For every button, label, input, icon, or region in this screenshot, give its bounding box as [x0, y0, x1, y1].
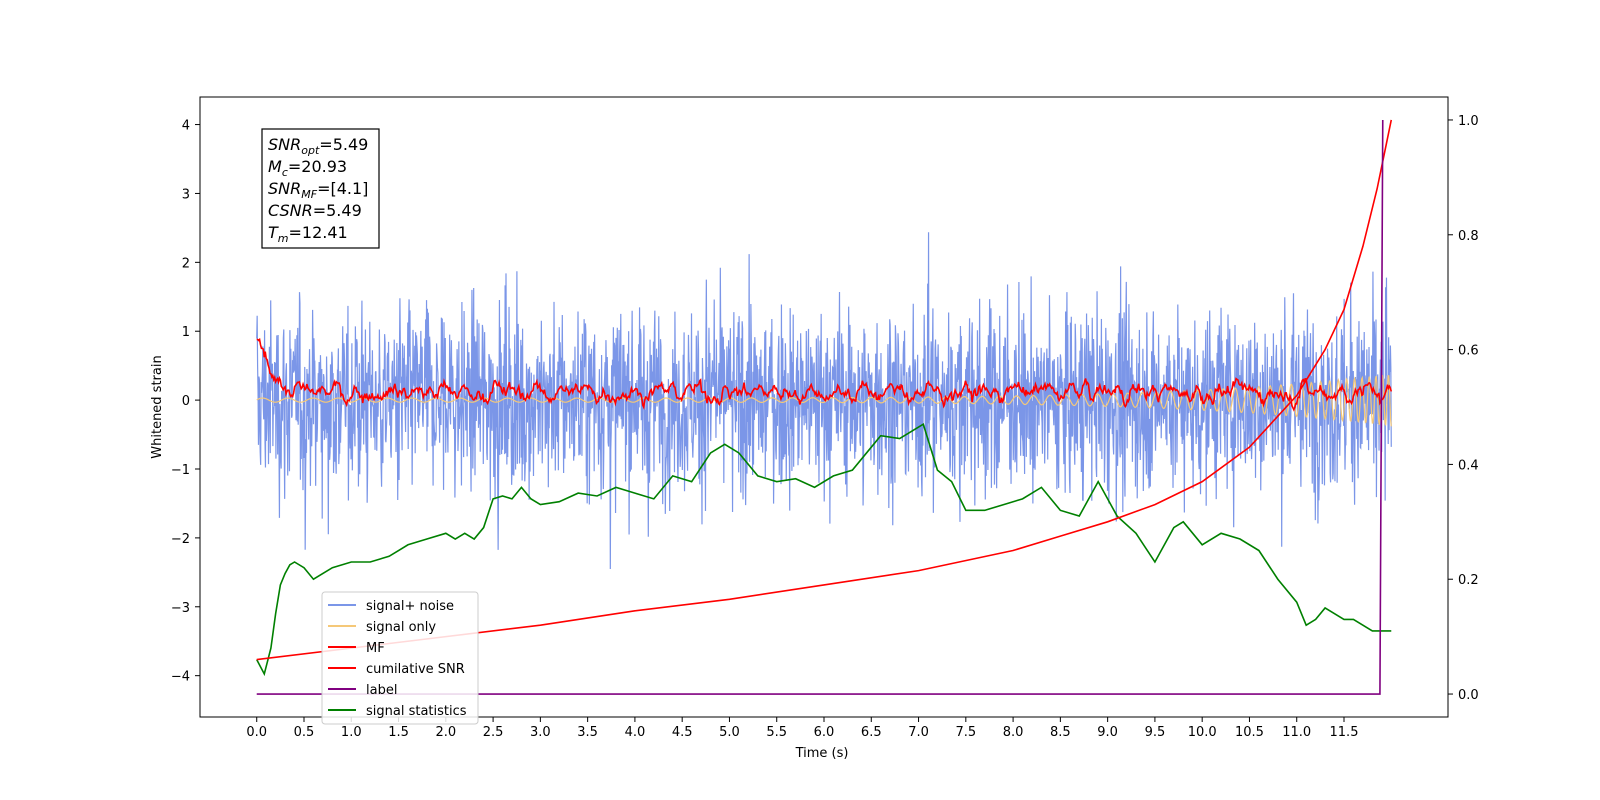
x-tick-label: 4.0 — [625, 725, 646, 740]
legend-entry-label: signal statistics — [366, 704, 467, 719]
x-tick-label: 1.5 — [388, 725, 409, 740]
x-tick-label: 9.0 — [1097, 725, 1118, 740]
x-tick-label: 10.5 — [1235, 725, 1264, 740]
y-tick-label: −2 — [171, 532, 190, 547]
x-tick-label: 7.0 — [908, 725, 929, 740]
x-tick-label: 0.5 — [294, 725, 315, 740]
y2-tick-label: 0.0 — [1458, 688, 1479, 703]
legend-entry-label: signal+ noise — [366, 599, 454, 614]
x-tick-label: 5.0 — [719, 725, 740, 740]
x-tick-label: 3.0 — [530, 725, 551, 740]
info-box-line: SNRopt=5.49 — [268, 135, 368, 157]
y-tick-label: −1 — [171, 463, 190, 478]
legend-entry-label: label — [366, 683, 397, 698]
x-tick-label: 6.0 — [814, 725, 835, 740]
y-tick-label: 2 — [182, 256, 190, 271]
series-signal-only-line — [256, 374, 1392, 427]
x-tick-label: 9.5 — [1145, 725, 1166, 740]
x-tick-label: 7.5 — [955, 725, 976, 740]
x-tick-label: 2.0 — [435, 725, 456, 740]
series-layer — [256, 119, 1393, 695]
x-tick-label: 0.0 — [246, 725, 267, 740]
y2-tick-label: 0.2 — [1458, 573, 1479, 588]
x-tick-label: 11.0 — [1282, 725, 1311, 740]
info-box-line: Tm=12.41 — [268, 223, 348, 245]
legend-frame — [321, 591, 479, 725]
series-signal-noise-line — [256, 232, 1392, 570]
info-box-frame — [261, 128, 380, 249]
y-tick-label: −4 — [171, 670, 190, 685]
y-tick-label: 4 — [182, 119, 190, 134]
x-axis-label: Time (s) — [795, 746, 849, 761]
y2-tick-label: 0.8 — [1458, 229, 1479, 244]
x-tick-label: 10.0 — [1188, 725, 1217, 740]
info-box-line: SNRMF=[4.1] — [268, 179, 368, 201]
series-cumilative-snr-line — [256, 119, 1393, 661]
info-box-line: Mc=20.93 — [268, 157, 347, 179]
x-tick-label: 6.5 — [861, 725, 882, 740]
series-mf-line — [256, 337, 1393, 412]
x-tick-label: 5.5 — [766, 725, 787, 740]
x-tick-label: 2.5 — [483, 725, 504, 740]
y-tick-label: 1 — [182, 325, 190, 340]
legend-entry-label: cumilative SNR — [366, 662, 465, 677]
x-tick-label: 8.0 — [1003, 725, 1024, 740]
x-tick-label: 11.5 — [1330, 725, 1359, 740]
y2-tick-label: 0.4 — [1458, 458, 1479, 473]
y-tick-label: −3 — [171, 601, 190, 616]
legend-entry-label: signal only — [366, 620, 436, 635]
x-tick-label: 3.5 — [577, 725, 598, 740]
x-tick-label: 1.0 — [341, 725, 362, 740]
x-tick-label: 4.5 — [672, 725, 693, 740]
y-tick-label: 3 — [182, 187, 190, 202]
series-label-line — [256, 119, 1384, 695]
series-signal-statistics-line — [256, 423, 1392, 677]
legend-entry-label: MF — [366, 641, 385, 656]
x-tick-label: 8.5 — [1050, 725, 1071, 740]
y-axis-label: Whitened strain — [150, 355, 165, 458]
legend: signal+ noise signal only MF cumilative SNR… — [321, 591, 479, 725]
info-box-line: CSNR=5.49 — [268, 201, 362, 220]
y2-tick-label: 1.0 — [1458, 114, 1479, 129]
plot-frame — [199, 96, 1449, 718]
y2-tick-label: 0.6 — [1458, 344, 1479, 359]
axes-layer: 0.0 0.5 1.0 1.5 2.0 2.5 3.0 3.5 4.0 4.5 5.0 5.5 6.0 6… — [171, 114, 1479, 740]
y-tick-label: 0 — [182, 394, 190, 409]
